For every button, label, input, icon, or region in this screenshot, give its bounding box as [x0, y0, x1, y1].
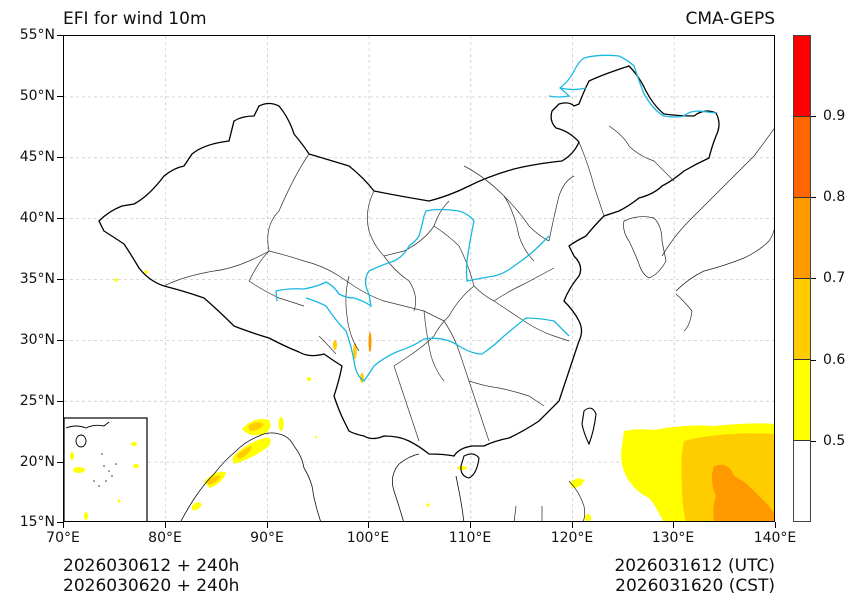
- y-tick-mark: [57, 401, 63, 403]
- init-time-cst: 2026030620 + 240h: [63, 576, 240, 596]
- x-tick-mark: [775, 522, 777, 528]
- colorbar-tick: [811, 278, 816, 279]
- colorbar-label: 0.8: [823, 189, 846, 205]
- y-tick-label: 30°N: [19, 332, 55, 348]
- colorbar-bin-0.9-1.0: [794, 36, 810, 117]
- colorbar-label: 0.9: [823, 108, 846, 124]
- south-china-sea-inset: [64, 417, 148, 521]
- x-tick-mark: [63, 522, 65, 528]
- yangtze-river: [305, 297, 570, 382]
- colorbar-label: 0.6: [823, 352, 846, 368]
- colorbar: [793, 35, 811, 522]
- y-tick-label: 45°N: [19, 149, 55, 165]
- map-title: EFI for wind 10m: [63, 9, 207, 29]
- x-tick-label: 100°E: [346, 530, 390, 546]
- gridlines: [64, 36, 774, 521]
- x-tick-label: 130°E: [651, 530, 695, 546]
- valid-time-block: 2026031612 (UTC) 2026031620 (CST): [614, 556, 775, 596]
- colorbar-label: 0.5: [823, 433, 846, 449]
- y-tick-label: 15°N: [19, 514, 55, 530]
- y-tick-label: 40°N: [19, 210, 55, 226]
- colorbar-bin-below-0.5: [794, 441, 810, 521]
- x-tick-label: 110°E: [448, 530, 492, 546]
- colorbar-tick: [811, 116, 816, 117]
- yellow-river: [275, 208, 550, 308]
- national-border: [98, 65, 720, 457]
- valid-time-cst: 2026031620 (CST): [615, 576, 775, 596]
- colorbar-tick: [811, 441, 816, 442]
- y-tick-mark: [57, 35, 63, 37]
- x-tick-mark: [572, 522, 574, 528]
- colorbar-bin-0.5-0.6: [794, 360, 810, 441]
- rivers: [275, 54, 717, 382]
- y-tick-label: 20°N: [19, 454, 55, 470]
- x-tick-mark: [165, 522, 167, 528]
- x-tick-label: 120°E: [550, 530, 594, 546]
- x-tick-label: 140°E: [753, 530, 797, 546]
- y-tick-mark: [57, 157, 63, 159]
- y-tick-mark: [57, 218, 63, 220]
- x-tick-label: 70°E: [46, 530, 80, 546]
- x-tick-mark: [267, 522, 269, 528]
- x-tick-mark: [368, 522, 370, 528]
- heilongjiang-river: [548, 54, 717, 118]
- map-plot-area: [63, 35, 775, 522]
- x-tick-label: 90°E: [250, 530, 284, 546]
- init-time-block: 2026030612 + 240h 2026030620 + 240h: [63, 556, 239, 596]
- init-time-utc: 2026030612 + 240h: [63, 556, 240, 576]
- model-label: CMA-GEPS: [685, 9, 775, 29]
- x-tick-label: 80°E: [148, 530, 182, 546]
- y-tick-mark: [57, 522, 63, 524]
- y-tick-mark: [57, 462, 63, 464]
- y-tick-mark: [57, 279, 63, 281]
- valid-time-utc: 2026031612 (UTC): [614, 556, 775, 576]
- efi-field: [114, 270, 774, 521]
- colorbar-tick: [811, 197, 816, 198]
- y-tick-mark: [57, 96, 63, 98]
- province-boundaries: [163, 125, 675, 442]
- colorbar-label: 0.7: [823, 270, 846, 286]
- map-canvas: [64, 36, 774, 521]
- y-tick-label: 25°N: [19, 393, 55, 409]
- x-tick-mark: [470, 522, 472, 528]
- y-tick-label: 35°N: [19, 271, 55, 287]
- neighbor-coastlines: [460, 128, 774, 521]
- x-tick-mark: [673, 522, 675, 528]
- y-tick-label: 55°N: [19, 27, 55, 43]
- colorbar-bin-0.6-0.7: [794, 279, 810, 360]
- y-tick-label: 50°N: [19, 88, 55, 104]
- asia-coastline: [180, 432, 465, 521]
- colorbar-bin-0.7-0.8: [794, 198, 810, 279]
- colorbar-tick: [811, 360, 816, 361]
- colorbar-bin-0.8-0.9: [794, 117, 810, 198]
- y-tick-mark: [57, 340, 63, 342]
